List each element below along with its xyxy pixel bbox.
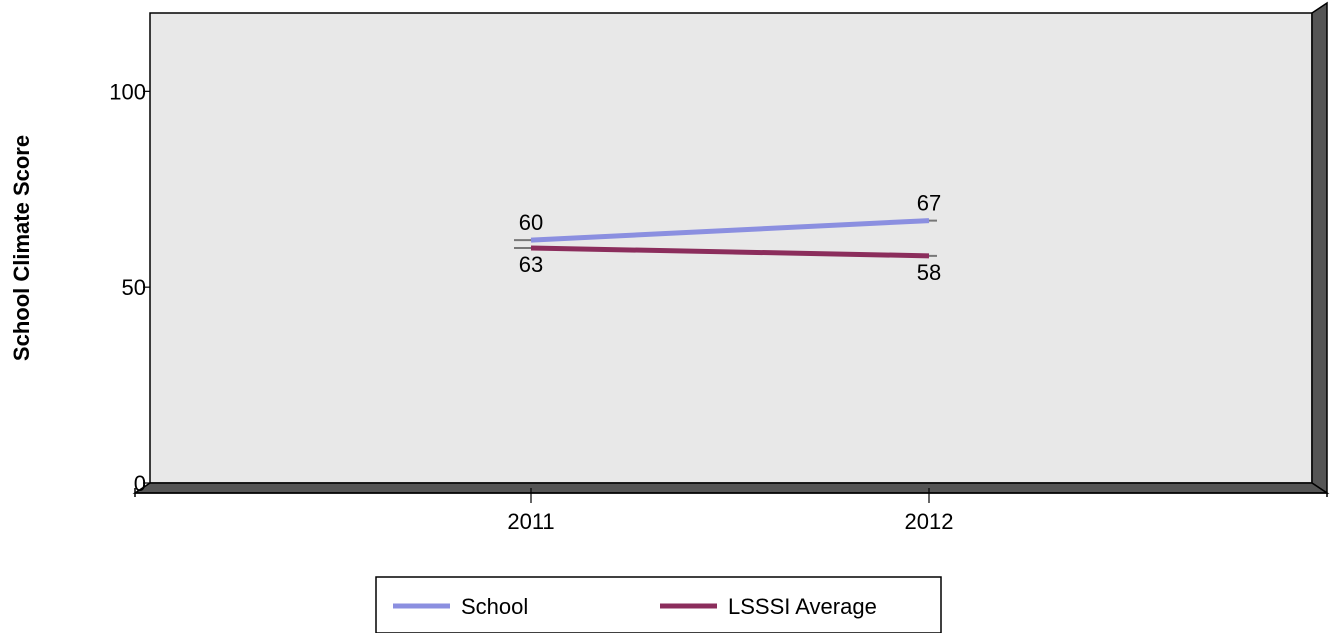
y-axis-ticks: 0 50 100 bbox=[109, 79, 150, 496]
y-tick-label: 100 bbox=[109, 79, 146, 104]
data-label: 67 bbox=[917, 191, 941, 216]
legend-box bbox=[375, 576, 942, 633]
legend-items: School LSSSI Average bbox=[393, 594, 877, 619]
floor bbox=[132, 482, 1330, 494]
side-wall bbox=[1311, 1, 1328, 495]
legend: School LSSSI Average bbox=[375, 576, 942, 633]
legend-label: LSSSI Average bbox=[728, 594, 877, 619]
series-line-school bbox=[530, 218, 930, 243]
x-tick-label: 2012 bbox=[905, 509, 954, 534]
x-axis-ticks: 2011 2012 bbox=[507, 488, 953, 534]
data-label: 60 bbox=[519, 210, 543, 235]
y-axis-title: School Climate Score bbox=[9, 135, 34, 361]
data-labels: 60 67 63 58 bbox=[519, 191, 941, 285]
data-label: 58 bbox=[917, 260, 941, 285]
legend-label: School bbox=[461, 594, 528, 619]
series-layer bbox=[514, 218, 937, 259]
x-tick-label: 2011 bbox=[507, 509, 554, 534]
series-line-lsssi-average bbox=[530, 245, 930, 259]
plot-frame bbox=[132, 1, 1330, 497]
y-tick-label: 50 bbox=[122, 275, 146, 300]
plot-background bbox=[149, 12, 1313, 484]
y-tick-label: 0 bbox=[134, 471, 146, 496]
data-label: 63 bbox=[519, 252, 543, 277]
